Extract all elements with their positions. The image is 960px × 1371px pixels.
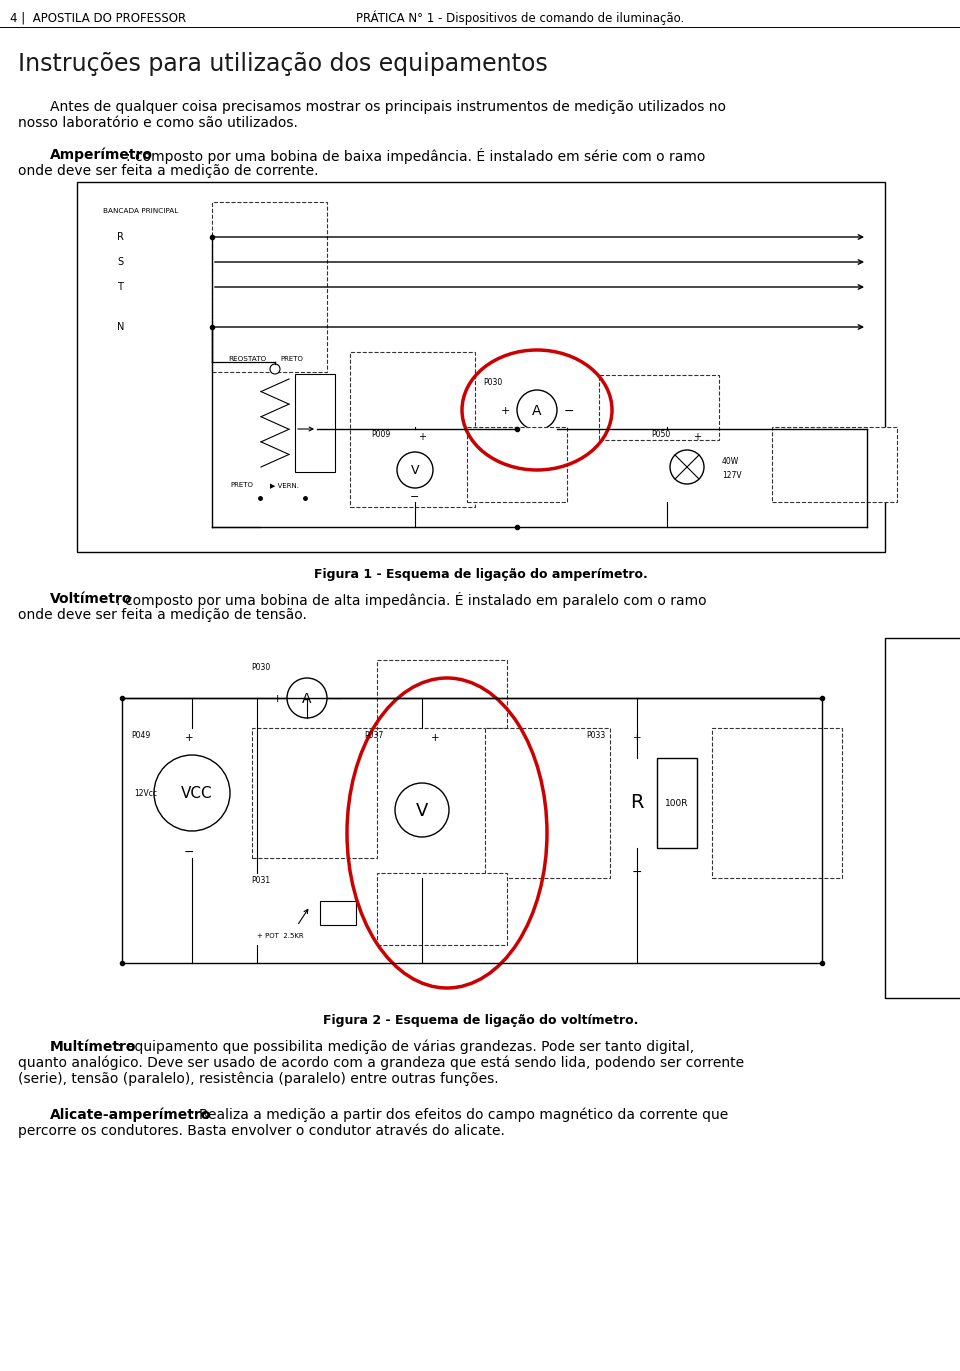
- Text: A: A: [532, 404, 541, 418]
- Circle shape: [154, 755, 230, 831]
- Bar: [320, 901, 356, 925]
- Text: 100R: 100R: [665, 798, 688, 808]
- Text: +: +: [431, 733, 440, 743]
- Text: P050: P050: [651, 430, 670, 439]
- Bar: [77, 182, 885, 553]
- Circle shape: [670, 450, 704, 484]
- Text: Figura 2 - Esquema de ligação do voltímetro.: Figura 2 - Esquema de ligação do voltíme…: [324, 1015, 638, 1027]
- Text: −: −: [332, 692, 343, 706]
- Bar: [212, 202, 327, 372]
- Bar: [712, 728, 842, 877]
- Text: P033: P033: [586, 731, 605, 740]
- Text: −: −: [564, 404, 574, 418]
- Bar: [657, 758, 697, 849]
- Text: −: −: [410, 492, 420, 502]
- Text: onde deve ser feita a medição de tensão.: onde deve ser feita a medição de tensão.: [18, 607, 307, 622]
- Text: ▶ VERN.: ▶ VERN.: [270, 483, 299, 488]
- Text: + POT  2.5KR: + POT 2.5KR: [257, 934, 303, 939]
- Text: : composto por uma bobina de alta impedância. É instalado em paralelo com o ramo: : composto por uma bobina de alta impedâ…: [116, 592, 707, 607]
- Text: −: −: [632, 866, 642, 879]
- Text: P031: P031: [251, 876, 270, 886]
- Text: PRETO: PRETO: [230, 483, 252, 488]
- Text: 40W: 40W: [722, 458, 739, 466]
- Text: P030: P030: [483, 378, 502, 387]
- Bar: [885, 638, 960, 998]
- Text: T: T: [117, 282, 123, 292]
- Text: N: N: [117, 322, 125, 332]
- Bar: [252, 728, 377, 858]
- Text: S: S: [117, 256, 123, 267]
- Bar: [485, 728, 610, 877]
- Text: 12Vcc: 12Vcc: [134, 790, 157, 798]
- Text: : composto por uma bobina de baixa impedância. É instalado em série com o ramo: : composto por uma bobina de baixa imped…: [126, 148, 706, 165]
- Bar: [772, 426, 897, 502]
- Text: Voltímetro: Voltímetro: [50, 592, 132, 606]
- Text: R: R: [117, 232, 124, 243]
- Text: P009: P009: [371, 430, 391, 439]
- Text: nosso laboratório e como são utilizados.: nosso laboratório e como são utilizados.: [18, 117, 298, 130]
- Text: 127V: 127V: [722, 470, 742, 480]
- Text: Alicate-amperímetro: Alicate-amperímetro: [50, 1108, 211, 1123]
- Text: +: +: [273, 694, 281, 703]
- Text: Multímetro: Multímetro: [50, 1041, 136, 1054]
- Text: R: R: [631, 794, 644, 813]
- Bar: [377, 659, 507, 728]
- Text: REOSTATO: REOSTATO: [228, 356, 266, 362]
- Text: +: +: [184, 733, 193, 743]
- Text: +: +: [693, 432, 701, 441]
- Text: Antes de qualquer coisa precisamos mostrar os principais instrumentos de medição: Antes de qualquer coisa precisamos mostr…: [50, 100, 726, 114]
- Text: Amperímetro: Amperímetro: [50, 148, 153, 163]
- Text: onde deve ser feita a medição de corrente.: onde deve ser feita a medição de corrent…: [18, 165, 319, 178]
- Text: percorre os condutores. Basta envolver o condutor através do alicate.: percorre os condutores. Basta envolver o…: [18, 1124, 505, 1138]
- Text: +: +: [633, 733, 641, 743]
- Circle shape: [395, 783, 449, 838]
- Text: V: V: [411, 465, 420, 477]
- Text: VCC: VCC: [181, 787, 213, 802]
- Text: BANCADA PRINCIPAL: BANCADA PRINCIPAL: [103, 208, 179, 214]
- Text: 4 |  APOSTILA DO PROFESSOR: 4 | APOSTILA DO PROFESSOR: [10, 11, 186, 25]
- Text: −: −: [183, 846, 194, 860]
- Text: P030: P030: [251, 664, 271, 672]
- Bar: [599, 376, 719, 440]
- Text: quanto analógico. Deve ser usado de acordo com a grandeza que está sendo lida, p: quanto analógico. Deve ser usado de acor…: [18, 1056, 744, 1071]
- Circle shape: [397, 452, 433, 488]
- Text: P049: P049: [131, 731, 151, 740]
- Bar: [295, 374, 335, 472]
- Text: PRETO: PRETO: [280, 356, 302, 362]
- Bar: [467, 426, 567, 502]
- Text: Figura 1 - Esquema de ligação do amperímetro.: Figura 1 - Esquema de ligação do amperím…: [314, 568, 648, 581]
- Text: P037: P037: [364, 731, 383, 740]
- Text: +: +: [500, 406, 510, 415]
- Text: V: V: [416, 802, 428, 820]
- Text: A: A: [302, 692, 312, 706]
- Text: : Realiza a medição a partir dos efeitos do campo magnético da corrente que: : Realiza a medição a partir dos efeitos…: [190, 1108, 729, 1123]
- Text: (serie), tensão (paralelo), resistência (paralelo) entre outras funções.: (serie), tensão (paralelo), resistência …: [18, 1072, 498, 1086]
- Bar: [377, 873, 507, 945]
- Text: PRÁTICA N° 1 - Dispositivos de comando de iluminação.: PRÁTICA N° 1 - Dispositivos de comando d…: [356, 11, 684, 25]
- Text: Instruções para utilização dos equipamentos: Instruções para utilização dos equipamen…: [18, 52, 548, 75]
- Bar: [350, 352, 475, 507]
- Circle shape: [517, 389, 557, 430]
- Text: +: +: [418, 432, 426, 441]
- Text: : equipamento que possibilita medição de várias grandezas. Pode ser tanto digita: : equipamento que possibilita medição de…: [117, 1041, 694, 1054]
- Circle shape: [287, 679, 327, 718]
- Circle shape: [270, 363, 280, 374]
